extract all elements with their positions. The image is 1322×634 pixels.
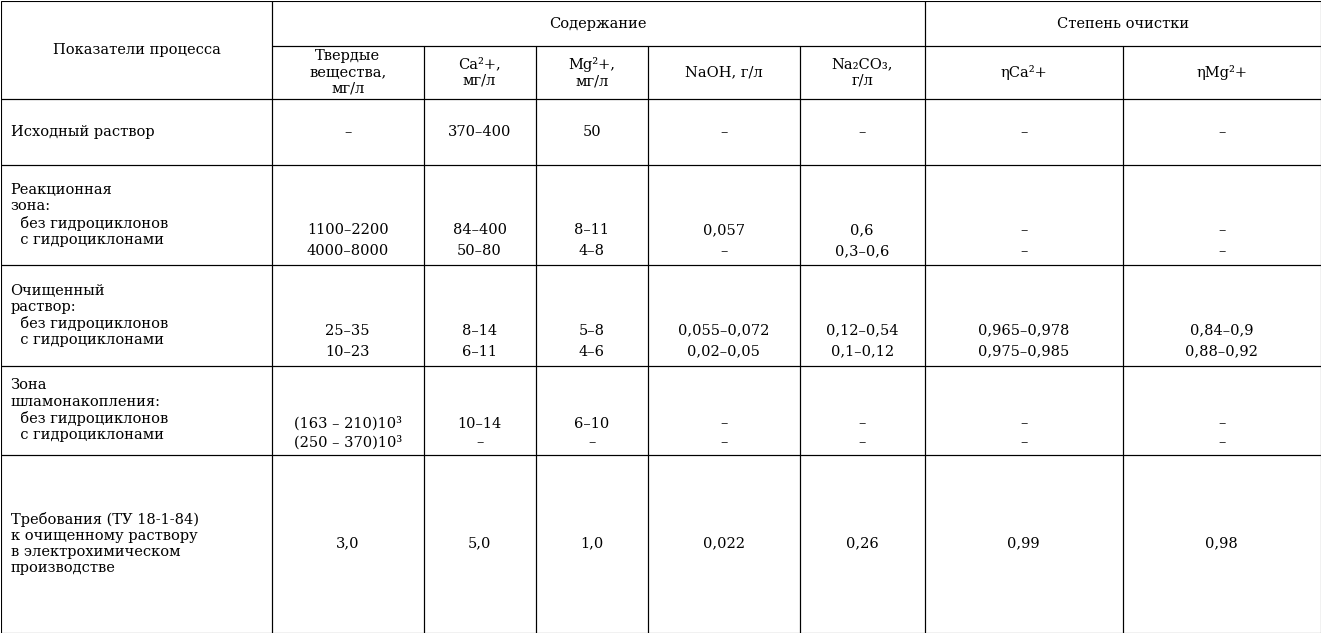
Text: 8–11: 8–11 (574, 223, 609, 237)
Bar (423, 366, 535, 455)
Text: –: – (476, 436, 484, 450)
Text: 4000–8000: 4000–8000 (307, 244, 389, 258)
Text: Mg²+,
мг/л: Mg²+, мг/л (568, 57, 615, 88)
Text: 0,99: 0,99 (1007, 536, 1040, 551)
Bar (535, 455, 648, 633)
Text: 25–35: 25–35 (325, 323, 370, 338)
Bar (648, 366, 800, 455)
Bar (423, 99, 535, 165)
Text: 10–23: 10–23 (325, 345, 370, 359)
Text: 1,0: 1,0 (580, 536, 603, 551)
Text: –: – (1021, 436, 1027, 450)
Text: –: – (1021, 417, 1027, 430)
Bar (925, 99, 1122, 165)
Text: –: – (1021, 223, 1027, 237)
Bar (272, 366, 423, 455)
Text: 5,0: 5,0 (468, 536, 492, 551)
Text: 1100–2200: 1100–2200 (307, 223, 389, 237)
Bar (925, 366, 1122, 455)
Text: –: – (720, 244, 727, 258)
Text: 4–6: 4–6 (579, 345, 604, 359)
Text: Na₂CO₃,
г/л: Na₂CO₃, г/л (832, 58, 892, 87)
Bar (535, 366, 648, 455)
Bar (423, 46, 535, 99)
Bar (1122, 366, 1321, 455)
Bar (423, 266, 535, 366)
Text: –: – (720, 436, 727, 450)
Text: NaOH, г/л: NaOH, г/л (685, 65, 763, 79)
Bar (800, 266, 925, 366)
Text: –: – (720, 125, 727, 139)
Bar (535, 266, 648, 366)
Text: 10–14: 10–14 (457, 417, 502, 430)
Bar (1122, 99, 1321, 165)
Bar (1122, 165, 1321, 266)
Bar (1122, 266, 1321, 366)
Text: 0,1–0,12: 0,1–0,12 (830, 345, 894, 359)
Bar (1, 266, 272, 366)
Bar (925, 165, 1122, 266)
Text: –: – (1218, 436, 1225, 450)
Text: 0,6: 0,6 (850, 223, 874, 237)
Text: 0,84–0,9: 0,84–0,9 (1190, 323, 1253, 338)
Bar (648, 99, 800, 165)
Bar (535, 99, 648, 165)
Text: –: – (858, 125, 866, 139)
Bar (535, 165, 648, 266)
Text: –: – (1021, 244, 1027, 258)
Text: 0,98: 0,98 (1206, 536, 1237, 551)
Text: –: – (1218, 244, 1225, 258)
Text: ηMg²+: ηMg²+ (1196, 65, 1247, 80)
Text: Очищенный
раствор:
  без гидроциклонов
  с гидроциклонами: Очищенный раствор: без гидроциклонов с г… (11, 283, 168, 347)
Bar (925, 455, 1122, 633)
Text: (250 – 370)10³: (250 – 370)10³ (293, 435, 402, 450)
Text: 0,12–0,54: 0,12–0,54 (826, 323, 899, 338)
Text: 6–11: 6–11 (463, 345, 497, 359)
Bar (1, 366, 272, 455)
Text: 0,057: 0,057 (703, 223, 744, 237)
Text: 0,055–0,072: 0,055–0,072 (678, 323, 769, 338)
Bar (1, 1, 272, 99)
Text: 0,3–0,6: 0,3–0,6 (836, 244, 890, 258)
Text: –: – (858, 436, 866, 450)
Bar (1, 165, 272, 266)
Bar (272, 455, 423, 633)
Bar (800, 366, 925, 455)
Bar (1122, 46, 1321, 99)
Bar (648, 266, 800, 366)
Text: –: – (1218, 417, 1225, 430)
Text: Зона
шламонакопления:
  без гидроциклонов
  с гидроциклонами: Зона шламонакопления: без гидроциклонов … (11, 378, 168, 442)
Bar (1122, 455, 1321, 633)
Text: –: – (1218, 223, 1225, 237)
Text: Содержание: Содержание (550, 16, 646, 31)
Bar (925, 1, 1321, 46)
Bar (272, 46, 423, 99)
Text: Твердые
вещества,
мг/л: Твердые вещества, мг/л (309, 49, 386, 96)
Text: 8–14: 8–14 (463, 323, 497, 338)
Text: 0,975–0,985: 0,975–0,985 (978, 345, 1069, 359)
Bar (800, 99, 925, 165)
Text: Требования (ТУ 18-1-84)
к очищенному раствору
в электрохимическом
производстве: Требования (ТУ 18-1-84) к очищенному рас… (11, 512, 198, 576)
Bar (648, 165, 800, 266)
Text: –: – (858, 417, 866, 430)
Text: (163 – 210)10³: (163 – 210)10³ (293, 417, 402, 430)
Text: 4–8: 4–8 (579, 244, 604, 258)
Text: Исходный раствор: Исходный раствор (11, 125, 155, 139)
Text: 3,0: 3,0 (336, 536, 360, 551)
Bar (272, 266, 423, 366)
Text: –: – (588, 436, 595, 450)
Text: –: – (1021, 125, 1027, 139)
Text: –: – (1218, 125, 1225, 139)
Text: 0,26: 0,26 (846, 536, 879, 551)
Bar (925, 266, 1122, 366)
Bar (272, 99, 423, 165)
Text: Реакционная
зона:
  без гидроциклонов
  с гидроциклонами: Реакционная зона: без гидроциклонов с ги… (11, 183, 168, 247)
Bar (800, 455, 925, 633)
Bar (1, 99, 272, 165)
Bar (535, 46, 648, 99)
Bar (800, 165, 925, 266)
Text: 0,022: 0,022 (703, 536, 744, 551)
Text: –: – (344, 125, 352, 139)
Text: ηCa²+: ηCa²+ (1001, 65, 1047, 80)
Bar (648, 46, 800, 99)
